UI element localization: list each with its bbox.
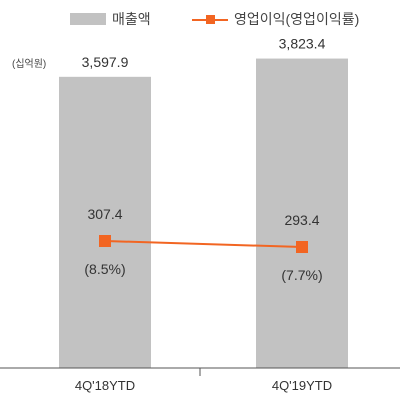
bar-revenue-1 <box>256 58 348 368</box>
bar-value-label-1: 3,823.4 <box>279 36 326 52</box>
legend-bar-label: 매출액 <box>112 11 151 27</box>
operating-profit-value-label-1: 293.4 <box>284 212 319 228</box>
unit-label: (십억원) <box>12 59 47 70</box>
legend-line-label: 영업이익(영업이익률) <box>234 11 360 27</box>
legend: 매출액 영업이익(영업이익률) <box>0 8 400 30</box>
operating-profit-marker-0 <box>99 235 111 247</box>
x-tick-label-0: 4Q'18YTD <box>75 378 135 393</box>
legend-item-revenue: 매출액 <box>70 8 151 30</box>
legend-bar-swatch <box>70 13 106 25</box>
legend-item-operating-profit: 영업이익(영업이익률) <box>192 8 359 30</box>
operating-profit-marker-1 <box>296 241 308 253</box>
operating-profit-value-label-0: 307.4 <box>87 206 122 222</box>
bar-value-label-0: 3,597.9 <box>82 54 129 70</box>
operating-margin-label-0: (8.5%) <box>84 261 125 277</box>
legend-line-swatch <box>192 13 228 25</box>
bar-revenue-0 <box>59 76 151 369</box>
operating-margin-label-1: (7.7%) <box>281 267 322 283</box>
x-tick-label-1: 4Q'19YTD <box>272 378 332 393</box>
operating-profit-line <box>104 240 303 248</box>
